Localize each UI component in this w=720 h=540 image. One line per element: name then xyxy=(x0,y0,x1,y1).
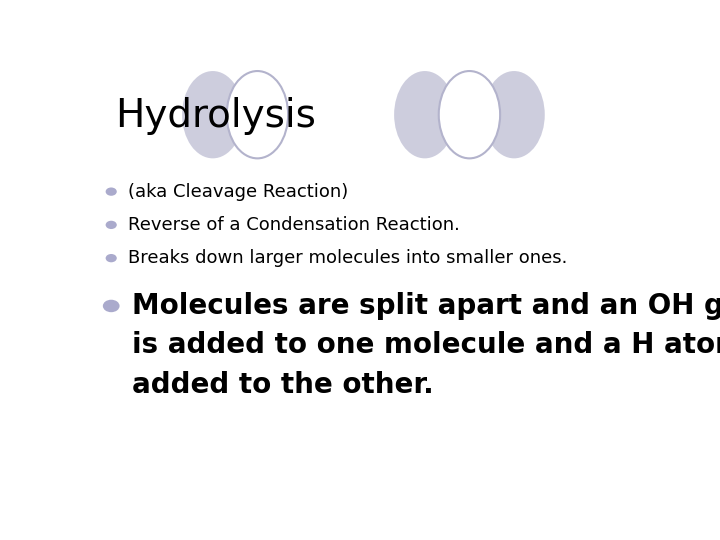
Circle shape xyxy=(103,300,120,312)
Text: Breaks down larger molecules into smaller ones.: Breaks down larger molecules into smalle… xyxy=(128,249,567,267)
Ellipse shape xyxy=(483,71,545,158)
Circle shape xyxy=(106,221,117,229)
Ellipse shape xyxy=(182,71,243,158)
Text: Hydrolysis: Hydrolysis xyxy=(115,97,316,134)
Text: (aka Cleavage Reaction): (aka Cleavage Reaction) xyxy=(128,183,348,201)
Ellipse shape xyxy=(394,71,456,158)
Text: Molecules are split apart and an OH group: Molecules are split apart and an OH grou… xyxy=(132,292,720,320)
Ellipse shape xyxy=(438,71,500,158)
Text: added to the other.: added to the other. xyxy=(132,371,433,399)
Ellipse shape xyxy=(227,71,288,158)
Circle shape xyxy=(106,254,117,262)
Circle shape xyxy=(106,187,117,196)
Text: is added to one molecule and a H atom is: is added to one molecule and a H atom is xyxy=(132,332,720,360)
Text: Reverse of a Condensation Reaction.: Reverse of a Condensation Reaction. xyxy=(128,216,460,234)
